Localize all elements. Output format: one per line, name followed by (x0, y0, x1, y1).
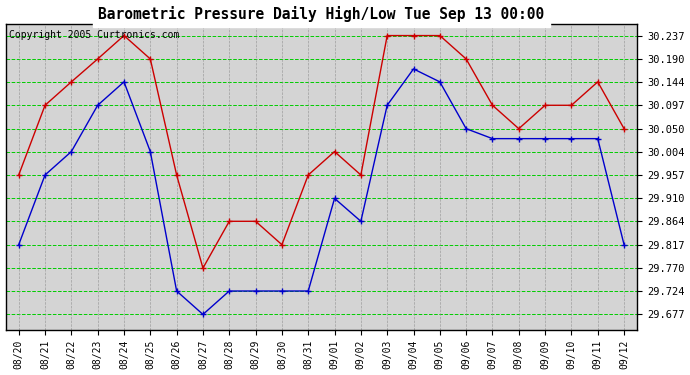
Text: Copyright 2005 Curtronics.com: Copyright 2005 Curtronics.com (9, 30, 179, 40)
Title: Barometric Pressure Daily High/Low Tue Sep 13 00:00: Barometric Pressure Daily High/Low Tue S… (98, 6, 544, 21)
